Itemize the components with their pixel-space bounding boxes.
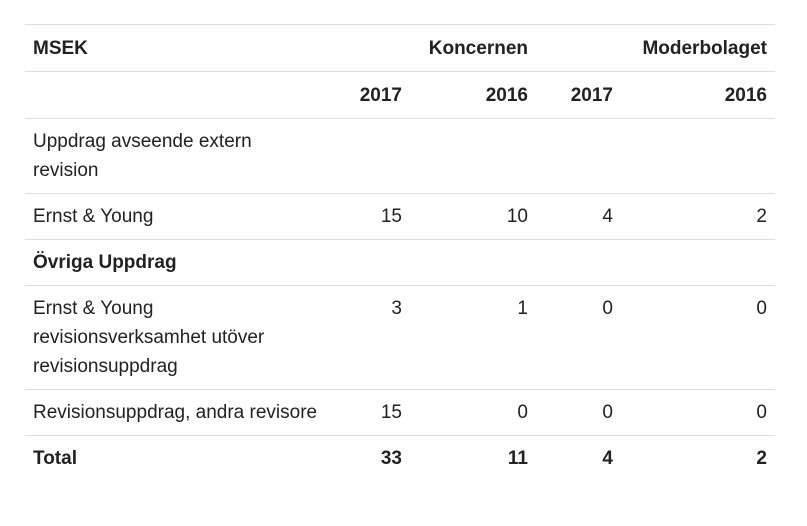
total-value: 11 bbox=[507, 448, 528, 469]
value-cell: 0 bbox=[602, 298, 613, 319]
value-cell bbox=[536, 119, 621, 194]
value-cell: 4 bbox=[602, 206, 613, 227]
total-row: Total 33 11 4 2 bbox=[25, 435, 775, 482]
empty-header-cell bbox=[326, 25, 410, 72]
value-cell bbox=[621, 240, 775, 286]
value-cell bbox=[326, 240, 410, 286]
audit-fees-table: MSEK Koncernen Moderbolaget 2017 2016 20… bbox=[25, 24, 775, 481]
value-cell bbox=[410, 119, 536, 194]
total-value: 4 bbox=[602, 448, 613, 469]
value-cell bbox=[410, 240, 536, 286]
table-row: Ernst & Young 15 10 4 2 bbox=[25, 193, 775, 240]
total-value: 33 bbox=[380, 448, 402, 469]
value-cell: 2 bbox=[756, 206, 767, 227]
year-header: 2016 bbox=[724, 85, 767, 106]
value-cell bbox=[621, 119, 775, 194]
table-row: Ernst & Young revisionsverksamhet utöver… bbox=[25, 285, 775, 390]
year-header: 2017 bbox=[570, 85, 613, 106]
table-header-row: MSEK Koncernen Moderbolaget bbox=[25, 24, 775, 72]
table-row: Uppdrag avseende extern revision bbox=[25, 118, 775, 194]
table-row: Revisionsuppdrag, andra revisore 15 0 0 … bbox=[25, 389, 775, 436]
value-cell: 10 bbox=[506, 206, 528, 227]
value-cell: 15 bbox=[380, 402, 402, 423]
value-cell: 0 bbox=[602, 402, 613, 423]
value-cell: 0 bbox=[756, 402, 767, 423]
group-header: Koncernen bbox=[428, 38, 528, 59]
value-cell bbox=[326, 119, 410, 194]
year-header: 2017 bbox=[359, 85, 402, 106]
value-cell: 15 bbox=[380, 206, 402, 227]
unit-header: MSEK bbox=[33, 38, 88, 59]
row-label: Ernst & Young bbox=[33, 206, 154, 227]
value-cell: 0 bbox=[517, 402, 528, 423]
value-cell bbox=[536, 240, 621, 286]
section-label: Övriga Uppdrag bbox=[33, 252, 177, 273]
value-cell: 1 bbox=[517, 298, 528, 319]
value-cell: 3 bbox=[391, 298, 402, 319]
value-cell: 0 bbox=[756, 298, 767, 319]
year-header: 2016 bbox=[485, 85, 528, 106]
row-label: Uppdrag avseende extern revision bbox=[33, 131, 252, 181]
row-label: Ernst & Young revisionsverksamhet utöver… bbox=[33, 298, 265, 377]
audit-fees-table-container: MSEK Koncernen Moderbolaget 2017 2016 20… bbox=[25, 24, 775, 481]
parent-company-header: Moderbolaget bbox=[642, 38, 767, 59]
year-header-row: 2017 2016 2017 2016 bbox=[25, 71, 775, 119]
empty-year-label bbox=[25, 72, 326, 119]
table-row: Övriga Uppdrag bbox=[25, 239, 775, 286]
total-label: Total bbox=[33, 448, 77, 469]
total-value: 2 bbox=[756, 448, 767, 469]
row-label: Revisionsuppdrag, andra revisore bbox=[33, 402, 318, 423]
empty-header-cell bbox=[536, 25, 621, 72]
